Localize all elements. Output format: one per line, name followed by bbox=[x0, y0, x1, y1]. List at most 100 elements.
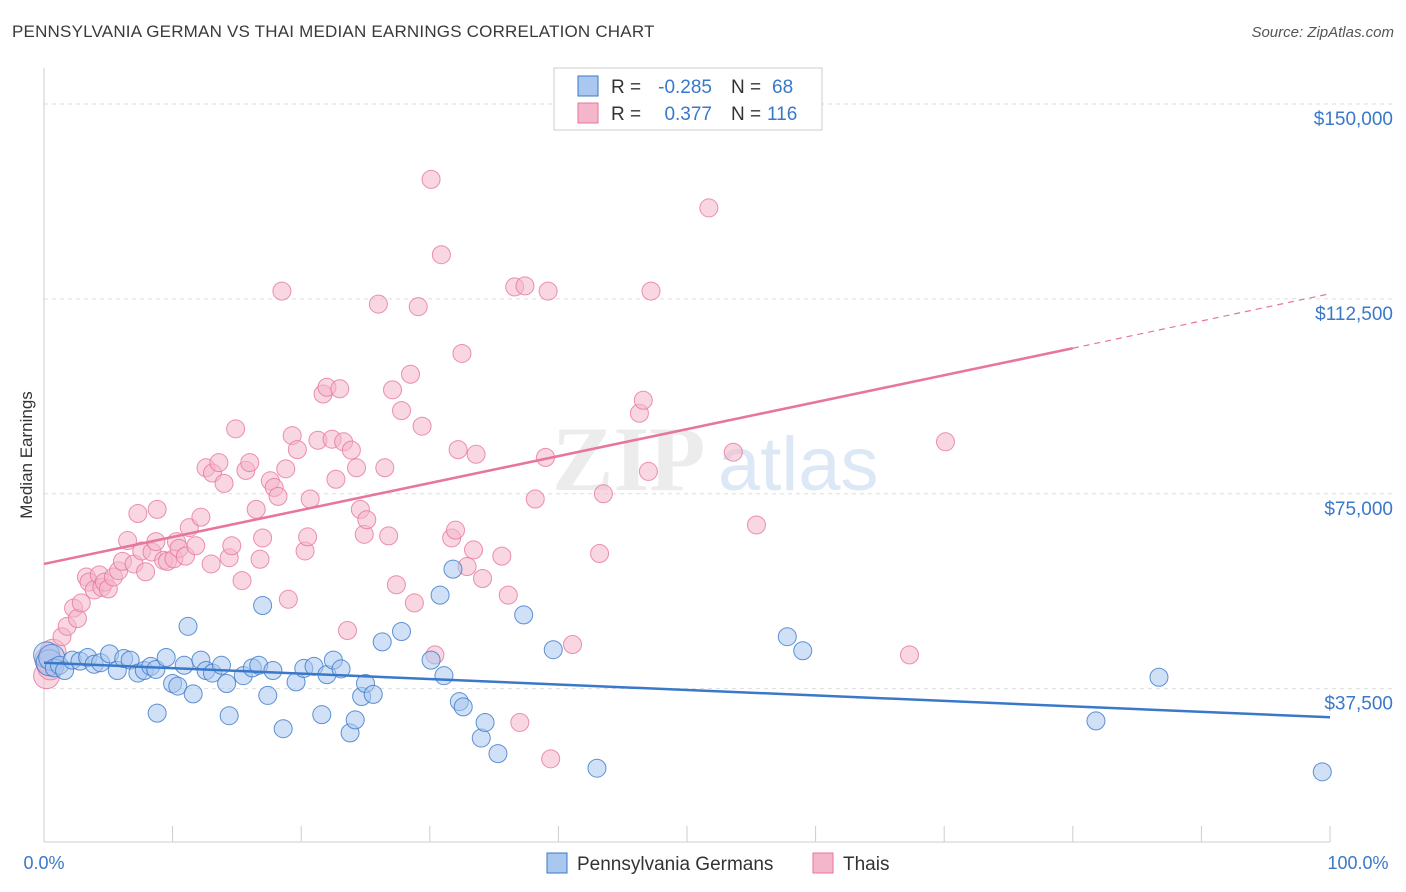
thais-point-96 bbox=[498, 585, 518, 605]
thais-point-81 bbox=[404, 593, 424, 613]
thais-point-105 bbox=[590, 544, 610, 564]
thais-point-106 bbox=[593, 484, 613, 504]
thais-point-39 bbox=[209, 453, 229, 473]
thais-point-109 bbox=[638, 461, 658, 481]
grid bbox=[44, 103, 1395, 690]
pennsylvania-german-point-51 bbox=[372, 632, 392, 652]
thais-point-76 bbox=[379, 526, 399, 546]
thais-point-108 bbox=[633, 390, 653, 410]
thais-point-80 bbox=[401, 364, 421, 384]
thais-point-73 bbox=[357, 510, 377, 530]
pennsylvania-german-point-60 bbox=[475, 712, 495, 732]
pennsylvania-german-point-31 bbox=[219, 706, 239, 726]
thais-point-95 bbox=[492, 546, 512, 566]
trend-lines bbox=[43, 293, 1331, 719]
y-tick-labels: $37,500 $75,000 $112,500 $150,000 bbox=[1314, 109, 1393, 715]
pennsylvania-german-point-47 bbox=[345, 710, 365, 730]
pennsylvania-german-point-54 bbox=[430, 585, 450, 605]
pennsylvania-german-point-25 bbox=[183, 684, 203, 704]
thais-point-114 bbox=[899, 645, 919, 665]
correlation-legend: R = -0.285 N = 68 R = 0.377 N = 116 bbox=[553, 67, 823, 131]
series-legend-swatch-pink bbox=[812, 852, 834, 874]
pennsylvania-german-point-53 bbox=[421, 650, 441, 670]
series-legend-label-blue: Pennsylvania Germans bbox=[577, 854, 773, 875]
x-axis-ticks bbox=[172, 826, 1331, 842]
pennsylvania-german-point-35 bbox=[253, 596, 273, 616]
series-legend-label-pink: Thais bbox=[843, 854, 889, 875]
thais-point-55 bbox=[278, 589, 298, 609]
thais-point-35 bbox=[191, 507, 211, 527]
pennsylvania-german-point-67 bbox=[1086, 711, 1106, 731]
thais-point-68 bbox=[337, 620, 357, 640]
chart-title: PENNSYLVANIA GERMAN VS THAI MEDIAN EARNI… bbox=[12, 22, 655, 41]
thais-point-70 bbox=[346, 458, 366, 478]
watermark: ZIP atlas bbox=[552, 408, 879, 510]
thais-trend-line bbox=[43, 347, 1074, 566]
thais-point-92 bbox=[464, 540, 484, 560]
thais-points bbox=[33, 169, 955, 769]
pennsylvania-german-point-65 bbox=[777, 627, 797, 647]
thais-point-42 bbox=[222, 536, 242, 556]
thais-point-49 bbox=[253, 528, 273, 548]
legend-r-label-blue: R = bbox=[611, 77, 641, 98]
thais-point-84 bbox=[421, 169, 441, 189]
thais-point-59 bbox=[298, 527, 318, 547]
thais-point-43 bbox=[226, 419, 246, 439]
thais-point-75 bbox=[375, 458, 395, 478]
watermark-atlas: atlas bbox=[718, 422, 879, 507]
watermark-zip: ZIP bbox=[552, 408, 705, 510]
thais-point-93 bbox=[466, 444, 486, 464]
legend-box bbox=[553, 67, 823, 131]
thais-point-89 bbox=[448, 440, 468, 460]
pennsylvania-german-point-58 bbox=[453, 697, 473, 717]
pennsylvania-german-point-22 bbox=[168, 676, 188, 696]
y-tick-label-1: $75,000 bbox=[1324, 499, 1393, 520]
thais-point-48 bbox=[250, 549, 270, 569]
thais-point-83 bbox=[412, 416, 432, 436]
thais-point-37 bbox=[201, 554, 221, 574]
legend-n-value-blue: 68 bbox=[772, 77, 793, 98]
thais-point-54 bbox=[276, 459, 296, 479]
thais-point-79 bbox=[392, 401, 412, 421]
thais-point-40 bbox=[214, 473, 234, 493]
x-tick-label-min: 0.0% bbox=[23, 853, 64, 873]
pennsylvania-german-point-37 bbox=[263, 660, 283, 680]
thais-point-46 bbox=[240, 453, 260, 473]
pennsylvania-german-point-62 bbox=[514, 605, 534, 625]
thais-trend-line-extension bbox=[1072, 293, 1331, 349]
pennsylvania-germans-trend-line bbox=[43, 661, 1331, 719]
thais-point-34 bbox=[186, 536, 206, 556]
legend-n-value-pink: 116 bbox=[767, 104, 797, 125]
thais-point-21 bbox=[128, 504, 148, 524]
thais-point-115 bbox=[935, 432, 955, 452]
thais-point-98 bbox=[510, 712, 530, 732]
pennsylvania-german-point-69 bbox=[1312, 762, 1332, 782]
pennsylvania-german-point-36 bbox=[258, 685, 278, 705]
legend-swatch-pink bbox=[577, 102, 599, 124]
pennsylvania-german-point-20 bbox=[156, 647, 176, 667]
pennsylvania-german-point-66 bbox=[793, 641, 813, 661]
thais-point-100 bbox=[525, 489, 545, 509]
pennsylvania-german-point-42 bbox=[312, 705, 332, 725]
y-tick-label-0: $37,500 bbox=[1324, 694, 1393, 715]
legend-n-label-blue: N = bbox=[731, 77, 761, 98]
thais-point-69 bbox=[341, 440, 361, 460]
legend-n-label-pink: N = bbox=[731, 104, 761, 125]
thais-point-52 bbox=[268, 486, 288, 506]
thais-point-90 bbox=[452, 343, 472, 363]
series-legend: Pennsylvania Germans Thais bbox=[546, 852, 889, 875]
pennsylvania-german-point-23 bbox=[174, 655, 194, 675]
x-tick-label-max: 100.0% bbox=[1327, 853, 1388, 873]
thais-point-57 bbox=[287, 440, 307, 460]
thais-point-60 bbox=[300, 489, 320, 509]
pennsylvania-german-point-68 bbox=[1149, 667, 1169, 687]
chart-source: Source: ZipAtlas.com bbox=[1251, 24, 1394, 41]
thais-point-23 bbox=[136, 562, 156, 582]
thais-point-99 bbox=[515, 276, 535, 296]
pennsylvania-german-point-56 bbox=[443, 559, 463, 579]
thais-point-111 bbox=[699, 198, 719, 218]
y-tick-label-3: $150,000 bbox=[1314, 109, 1393, 130]
pennsylvania-german-point-61 bbox=[488, 744, 508, 764]
pennsylvania-german-point-64 bbox=[587, 758, 607, 778]
